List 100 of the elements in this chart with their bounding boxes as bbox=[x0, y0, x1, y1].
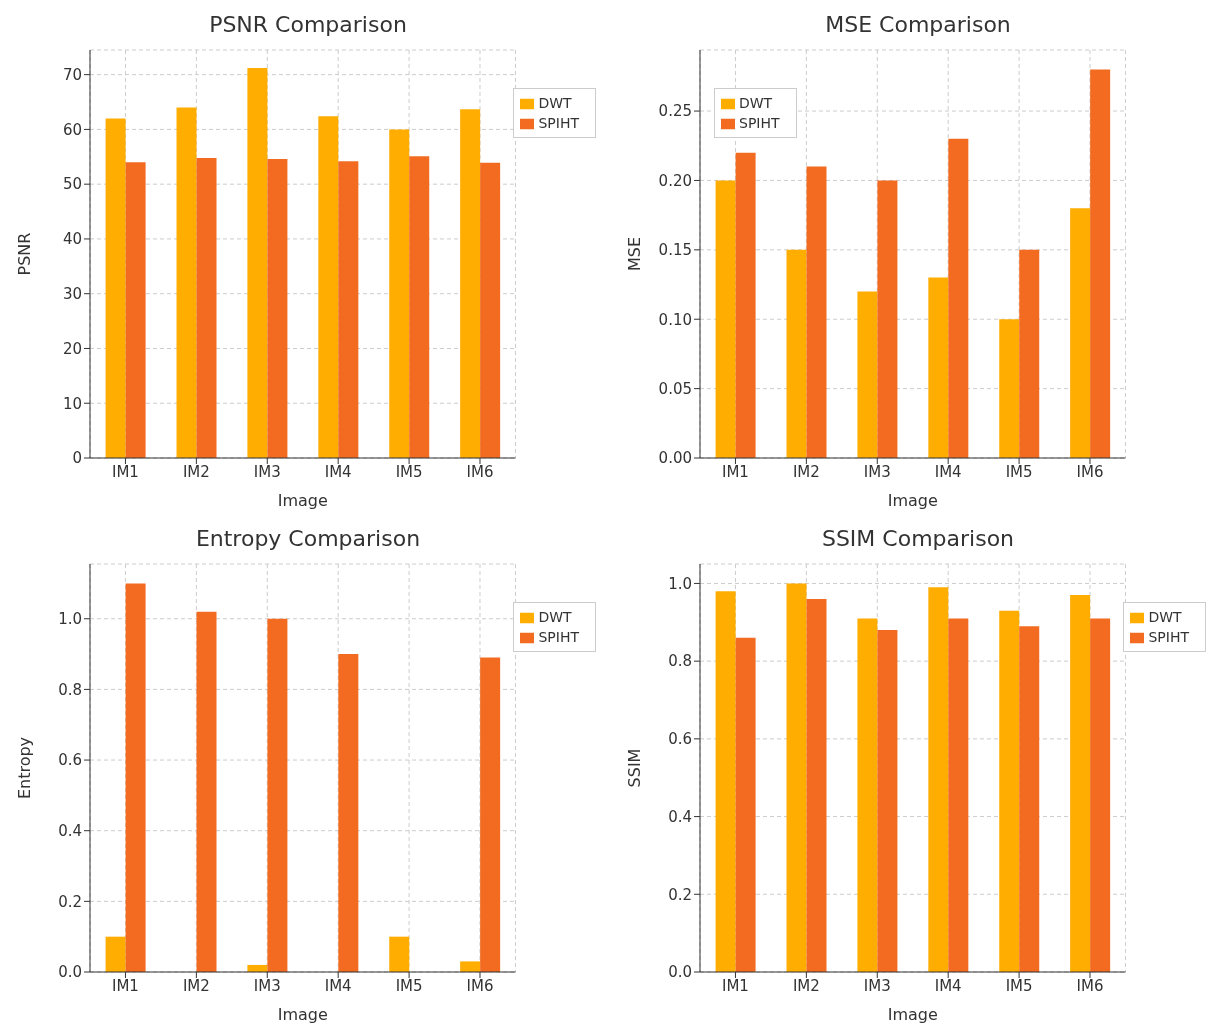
y-tick-label: 20 bbox=[62, 339, 82, 358]
x-axis-title: Image bbox=[887, 491, 938, 510]
x-tick-label: IM1 bbox=[111, 976, 139, 995]
x-tick-label: IM2 bbox=[792, 462, 820, 481]
x-tick-label: IM4 bbox=[934, 462, 962, 481]
bar bbox=[125, 162, 146, 458]
bar bbox=[1090, 618, 1111, 972]
bar bbox=[735, 152, 756, 458]
y-tick-label: 0.4 bbox=[58, 822, 82, 841]
y-axis-title: SSIM bbox=[624, 748, 644, 788]
bar bbox=[948, 138, 969, 458]
x-tick-label: IM3 bbox=[253, 976, 281, 995]
bar bbox=[338, 654, 359, 972]
bar bbox=[715, 180, 736, 458]
y-tick-label: 40 bbox=[62, 230, 82, 249]
y-tick-label: 0.0 bbox=[668, 963, 692, 982]
bar bbox=[1019, 249, 1040, 458]
y-tick-label: 0.20 bbox=[658, 171, 692, 190]
y-tick-label: 1.0 bbox=[58, 610, 82, 629]
legend-label: DWT bbox=[1148, 609, 1182, 625]
legend-label: SPIHT bbox=[538, 629, 579, 645]
y-tick-label: 60 bbox=[62, 120, 82, 139]
bar bbox=[318, 116, 339, 458]
x-tick-label: IM6 bbox=[1076, 976, 1104, 995]
x-tick-label: IM4 bbox=[324, 462, 352, 481]
bar bbox=[389, 936, 410, 972]
y-axis-title: PSNR bbox=[14, 232, 34, 276]
y-tick-label: 0 bbox=[72, 449, 82, 468]
bar bbox=[409, 156, 430, 458]
bar bbox=[928, 587, 949, 972]
bar bbox=[125, 583, 146, 972]
bar bbox=[480, 657, 501, 972]
y-tick-label: 0.15 bbox=[658, 241, 692, 260]
y-tick-label: 0.25 bbox=[658, 102, 692, 121]
x-tick-label: IM5 bbox=[395, 976, 423, 995]
x-tick-label: IM1 bbox=[721, 976, 749, 995]
chart-title: Entropy Comparison bbox=[194, 525, 422, 553]
x-tick-label: IM5 bbox=[1005, 462, 1033, 481]
x-tick-label: IM5 bbox=[395, 462, 423, 481]
x-tick-label: IM5 bbox=[1005, 976, 1033, 995]
bar bbox=[1070, 595, 1091, 972]
bar bbox=[948, 618, 969, 972]
y-tick-label: 0.00 bbox=[658, 449, 692, 468]
bar bbox=[857, 291, 878, 458]
y-tick-label: 0.2 bbox=[668, 885, 692, 904]
bar bbox=[267, 618, 288, 972]
bar bbox=[806, 598, 827, 972]
x-tick-label: IM2 bbox=[792, 976, 820, 995]
x-tick-label: IM6 bbox=[1076, 462, 1104, 481]
y-axis-title: MSE bbox=[624, 236, 644, 272]
legend-label: DWT bbox=[538, 609, 572, 625]
chart-title: MSE Comparison bbox=[824, 11, 1012, 39]
y-tick-label: 70 bbox=[62, 65, 82, 84]
legend-label: SPIHT bbox=[538, 115, 579, 131]
bar bbox=[389, 129, 410, 458]
bar bbox=[176, 107, 197, 458]
x-axis-title: Image bbox=[887, 1005, 938, 1024]
legend-label: SPIHT bbox=[1148, 629, 1189, 645]
x-tick-label: IM3 bbox=[863, 976, 891, 995]
chart-title: PSNR Comparison bbox=[208, 11, 408, 39]
chart-title: SSIM Comparison bbox=[820, 525, 1016, 553]
bar bbox=[1019, 626, 1040, 972]
y-tick-label: 0.2 bbox=[58, 892, 82, 911]
legend-label: DWT bbox=[739, 95, 773, 111]
bar bbox=[999, 319, 1020, 458]
legend-label: SPIHT bbox=[739, 115, 780, 131]
y-tick-label: 0.05 bbox=[658, 379, 692, 398]
bar bbox=[247, 68, 268, 458]
y-tick-label: 10 bbox=[62, 394, 82, 413]
y-axis-title: Entropy bbox=[14, 736, 34, 800]
bar bbox=[196, 611, 217, 972]
x-tick-label: IM4 bbox=[934, 976, 962, 995]
bar bbox=[1090, 69, 1111, 458]
bar bbox=[786, 249, 807, 458]
y-tick-label: 0.6 bbox=[58, 751, 82, 770]
x-tick-label: IM6 bbox=[466, 462, 494, 481]
y-tick-label: 1.0 bbox=[668, 574, 692, 593]
bar bbox=[715, 591, 736, 972]
bar bbox=[857, 618, 878, 972]
bar bbox=[1070, 208, 1091, 458]
y-tick-label: 30 bbox=[62, 285, 82, 304]
bar bbox=[999, 610, 1020, 972]
y-tick-label: 0.8 bbox=[58, 680, 82, 699]
bar bbox=[196, 157, 217, 458]
y-tick-label: 0.10 bbox=[658, 310, 692, 329]
bar bbox=[105, 118, 126, 458]
y-tick-label: 50 bbox=[62, 175, 82, 194]
legend-label: DWT bbox=[538, 95, 572, 111]
y-tick-label: 0.0 bbox=[58, 963, 82, 982]
bar bbox=[735, 637, 756, 972]
x-tick-label: IM6 bbox=[466, 976, 494, 995]
x-tick-label: IM2 bbox=[182, 976, 210, 995]
bar bbox=[267, 158, 288, 458]
x-tick-label: IM3 bbox=[253, 462, 281, 481]
x-tick-label: IM1 bbox=[721, 462, 749, 481]
bar bbox=[786, 583, 807, 972]
x-tick-label: IM1 bbox=[111, 462, 139, 481]
bar bbox=[806, 166, 827, 458]
x-axis-title: Image bbox=[277, 491, 328, 510]
bar bbox=[877, 180, 898, 458]
